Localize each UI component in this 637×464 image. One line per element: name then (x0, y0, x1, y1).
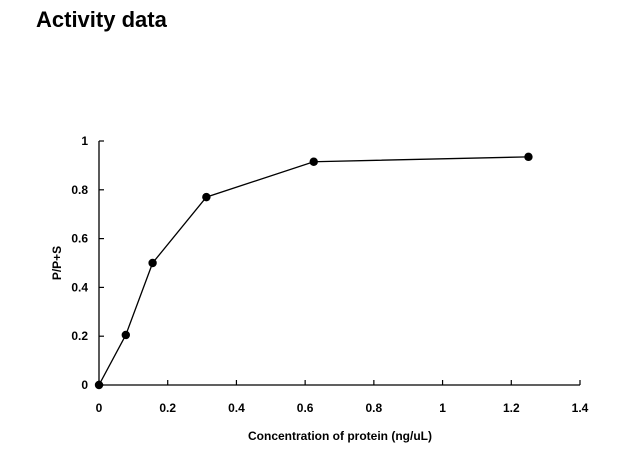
tick-labels: 0 0.2 0.4 0.6 0.8 1 1.2 1.4 0 0.2 0.4 0.6 0.8 1 (71, 134, 588, 415)
y-tick-label: 0 (81, 378, 88, 392)
data-point (524, 152, 533, 162)
series-line (98, 156, 529, 386)
x-tick-label: 0.8 (366, 401, 383, 415)
y-tick-label: 0.6 (71, 232, 88, 246)
y-tick-label: 0.4 (71, 280, 88, 294)
tick-marks (98, 140, 581, 386)
x-tick-label: 0 (96, 401, 103, 415)
x-tick-label: 1.2 (503, 401, 520, 415)
x-tick-label: 0.4 (228, 401, 245, 415)
x-axis-title: Concentration of protein (ng/uL) (248, 429, 432, 443)
data-point (309, 157, 318, 166)
y-tick-label: 0.8 (71, 183, 88, 197)
x-tick-label: 0.6 (297, 401, 314, 415)
y-tick-label: 0.2 (71, 329, 88, 343)
x-tick-label: 1 (439, 401, 446, 415)
axes (98, 141, 580, 386)
data-point (148, 258, 157, 268)
x-tick-label: 1.4 (572, 401, 589, 415)
y-axis-title: P/P+S (50, 246, 64, 280)
data-point (121, 330, 130, 340)
series (98, 156, 529, 386)
data-points (94, 152, 533, 390)
y-tick-label: 1 (81, 134, 88, 148)
data-point (94, 380, 104, 390)
x-tick-label: 0.2 (159, 401, 176, 415)
data-point (202, 192, 211, 202)
page-title: Activity data (36, 7, 167, 32)
